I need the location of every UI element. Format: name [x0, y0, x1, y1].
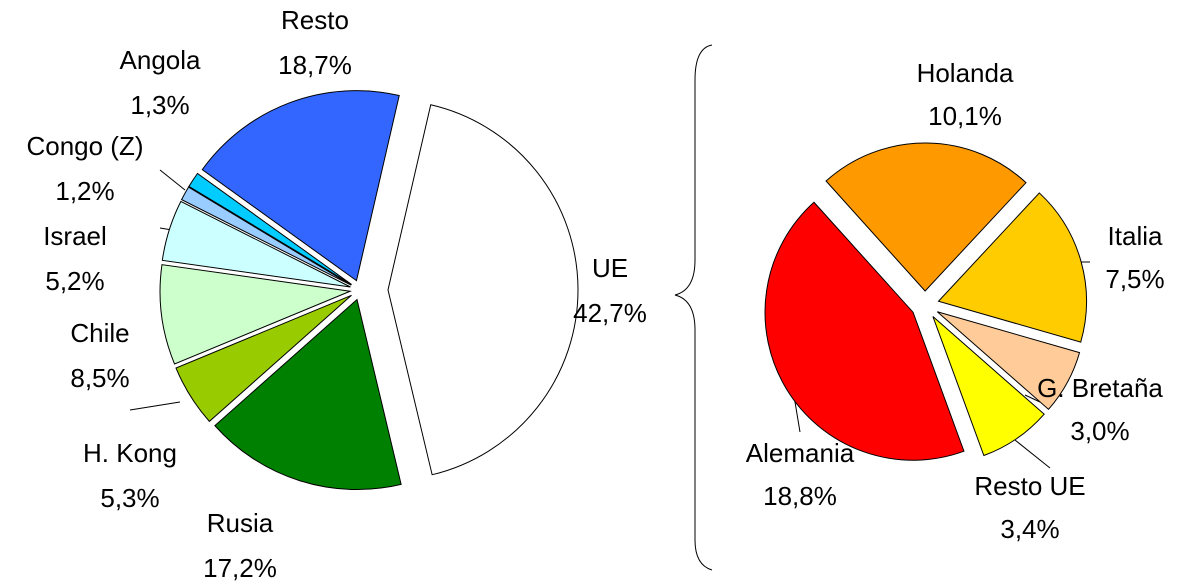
pie-slice: [825, 142, 1027, 292]
bracket: [674, 44, 713, 571]
pie-slice: [161, 200, 351, 288]
value-label: 10,1%: [928, 101, 1002, 131]
pie-slice: [180, 186, 352, 286]
value-label: 5,2%: [45, 266, 104, 296]
pie-slice: [932, 316, 1045, 457]
pie-slice: [188, 172, 352, 285]
value-label: 17,2%: [203, 553, 277, 583]
pie-slice: [201, 90, 400, 282]
slice-label: Resto: [281, 5, 349, 35]
value-label: 3,0%: [1070, 416, 1129, 446]
slice-label: Rusia: [207, 508, 274, 538]
slice-label: Congo (Z): [26, 131, 143, 161]
leader-line: [1014, 439, 1051, 469]
leader-line: [129, 401, 181, 411]
value-label: 3,4%: [1000, 514, 1059, 544]
value-label: 42,7%: [573, 298, 647, 328]
value-label: 8,5%: [70, 363, 129, 393]
slice-label: UE: [592, 253, 628, 283]
pie-slice: [214, 298, 402, 491]
slice-label: Holanda: [917, 58, 1014, 88]
pie-slice: [937, 192, 1087, 343]
slice-label: G. Bretaña: [1037, 373, 1163, 403]
value-label: 18,8%: [763, 481, 837, 511]
slice-label: Israel: [43, 221, 107, 251]
slice-label: Italia: [1108, 221, 1163, 251]
value-label: 5,3%: [100, 483, 159, 513]
slice-label: Resto UE: [974, 471, 1085, 501]
slice-label: H. Kong: [83, 438, 177, 468]
pie-slice: [936, 311, 1081, 411]
value-label: 18,7%: [278, 50, 352, 80]
pie-slice: [159, 264, 352, 365]
pie-slice: [175, 294, 352, 423]
slice-label: Angola: [120, 45, 201, 75]
value-label: 1,3%: [130, 90, 189, 120]
pie-slice: [764, 201, 965, 461]
slice-label: Chile: [70, 318, 129, 348]
value-label: 7,5%: [1105, 264, 1164, 294]
slice-label: Alemania: [746, 438, 855, 468]
leader-line: [159, 169, 186, 191]
leader-line: [1024, 394, 1041, 403]
value-label: 1,2%: [55, 176, 114, 206]
pie-slice: [387, 104, 579, 476]
